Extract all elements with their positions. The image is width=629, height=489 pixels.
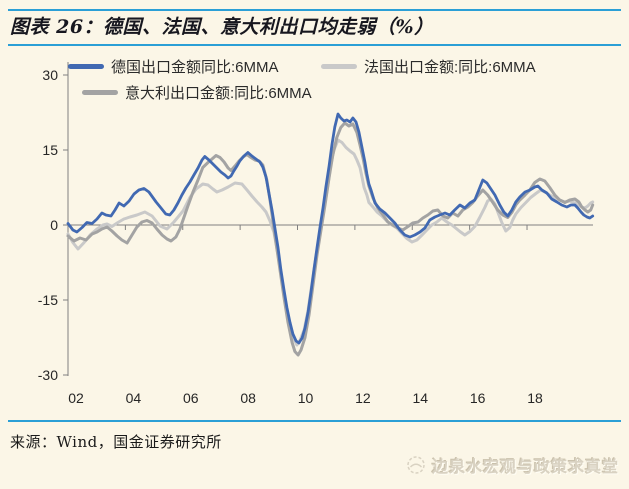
top-divider-rule (8, 9, 621, 11)
x-tick-label: 12 (355, 390, 371, 406)
x-tick-label: 16 (470, 390, 486, 406)
x-tick-label: 14 (412, 390, 428, 406)
germany-line-marker (68, 63, 104, 69)
france-line-marker (321, 63, 357, 69)
y-tick-label: 0 (50, 217, 58, 233)
y-tick-label: -30 (38, 367, 58, 383)
x-tick-label: 10 (298, 390, 314, 406)
title-divider-rule (8, 44, 621, 46)
chart-legend: 德国出口金额同比:6MMA 法国出口金额:同比:6MMA 意大利出口金额:同比:… (68, 55, 598, 103)
italy-line-marker (82, 89, 118, 95)
y-tick-label: 30 (42, 67, 58, 83)
x-tick-label: 06 (183, 390, 199, 406)
x-tick-label: 08 (240, 390, 256, 406)
series-line-france (66, 138, 595, 347)
chart-title: 图表 26：德国、法国、意大利出口均走弱（%） (10, 16, 434, 38)
bottom-divider-rule (8, 420, 621, 422)
legend-label-germany: 德国出口金额同比:6MMA (111, 58, 279, 76)
legend-label-france: 法国出口金额:同比:6MMA (364, 58, 536, 76)
series-line-germany (66, 112, 595, 345)
legend-item-germany: 德国出口金额同比:6MMA (68, 55, 279, 77)
x-tick-label: 02 (68, 390, 84, 406)
y-tick-label: 15 (42, 142, 58, 158)
legend-item-italy: 意大利出口金额:同比:6MMA (82, 81, 312, 103)
legend-label-italy: 意大利出口金额:同比:6MMA (125, 84, 312, 102)
source-note: 来源：Wind，国金证券研究所 (10, 433, 222, 451)
watermark-logo-icon (407, 456, 425, 474)
watermark-text: 边泉水宏观与政策求真堂 (431, 459, 619, 476)
legend-item-france: 法国出口金额:同比:6MMA (321, 55, 536, 77)
x-tick-label: 04 (126, 390, 142, 406)
x-tick-label: 18 (527, 390, 543, 406)
watermark: 边泉水宏观与政策求真堂 (406, 453, 619, 477)
y-tick-label: -15 (38, 292, 58, 308)
